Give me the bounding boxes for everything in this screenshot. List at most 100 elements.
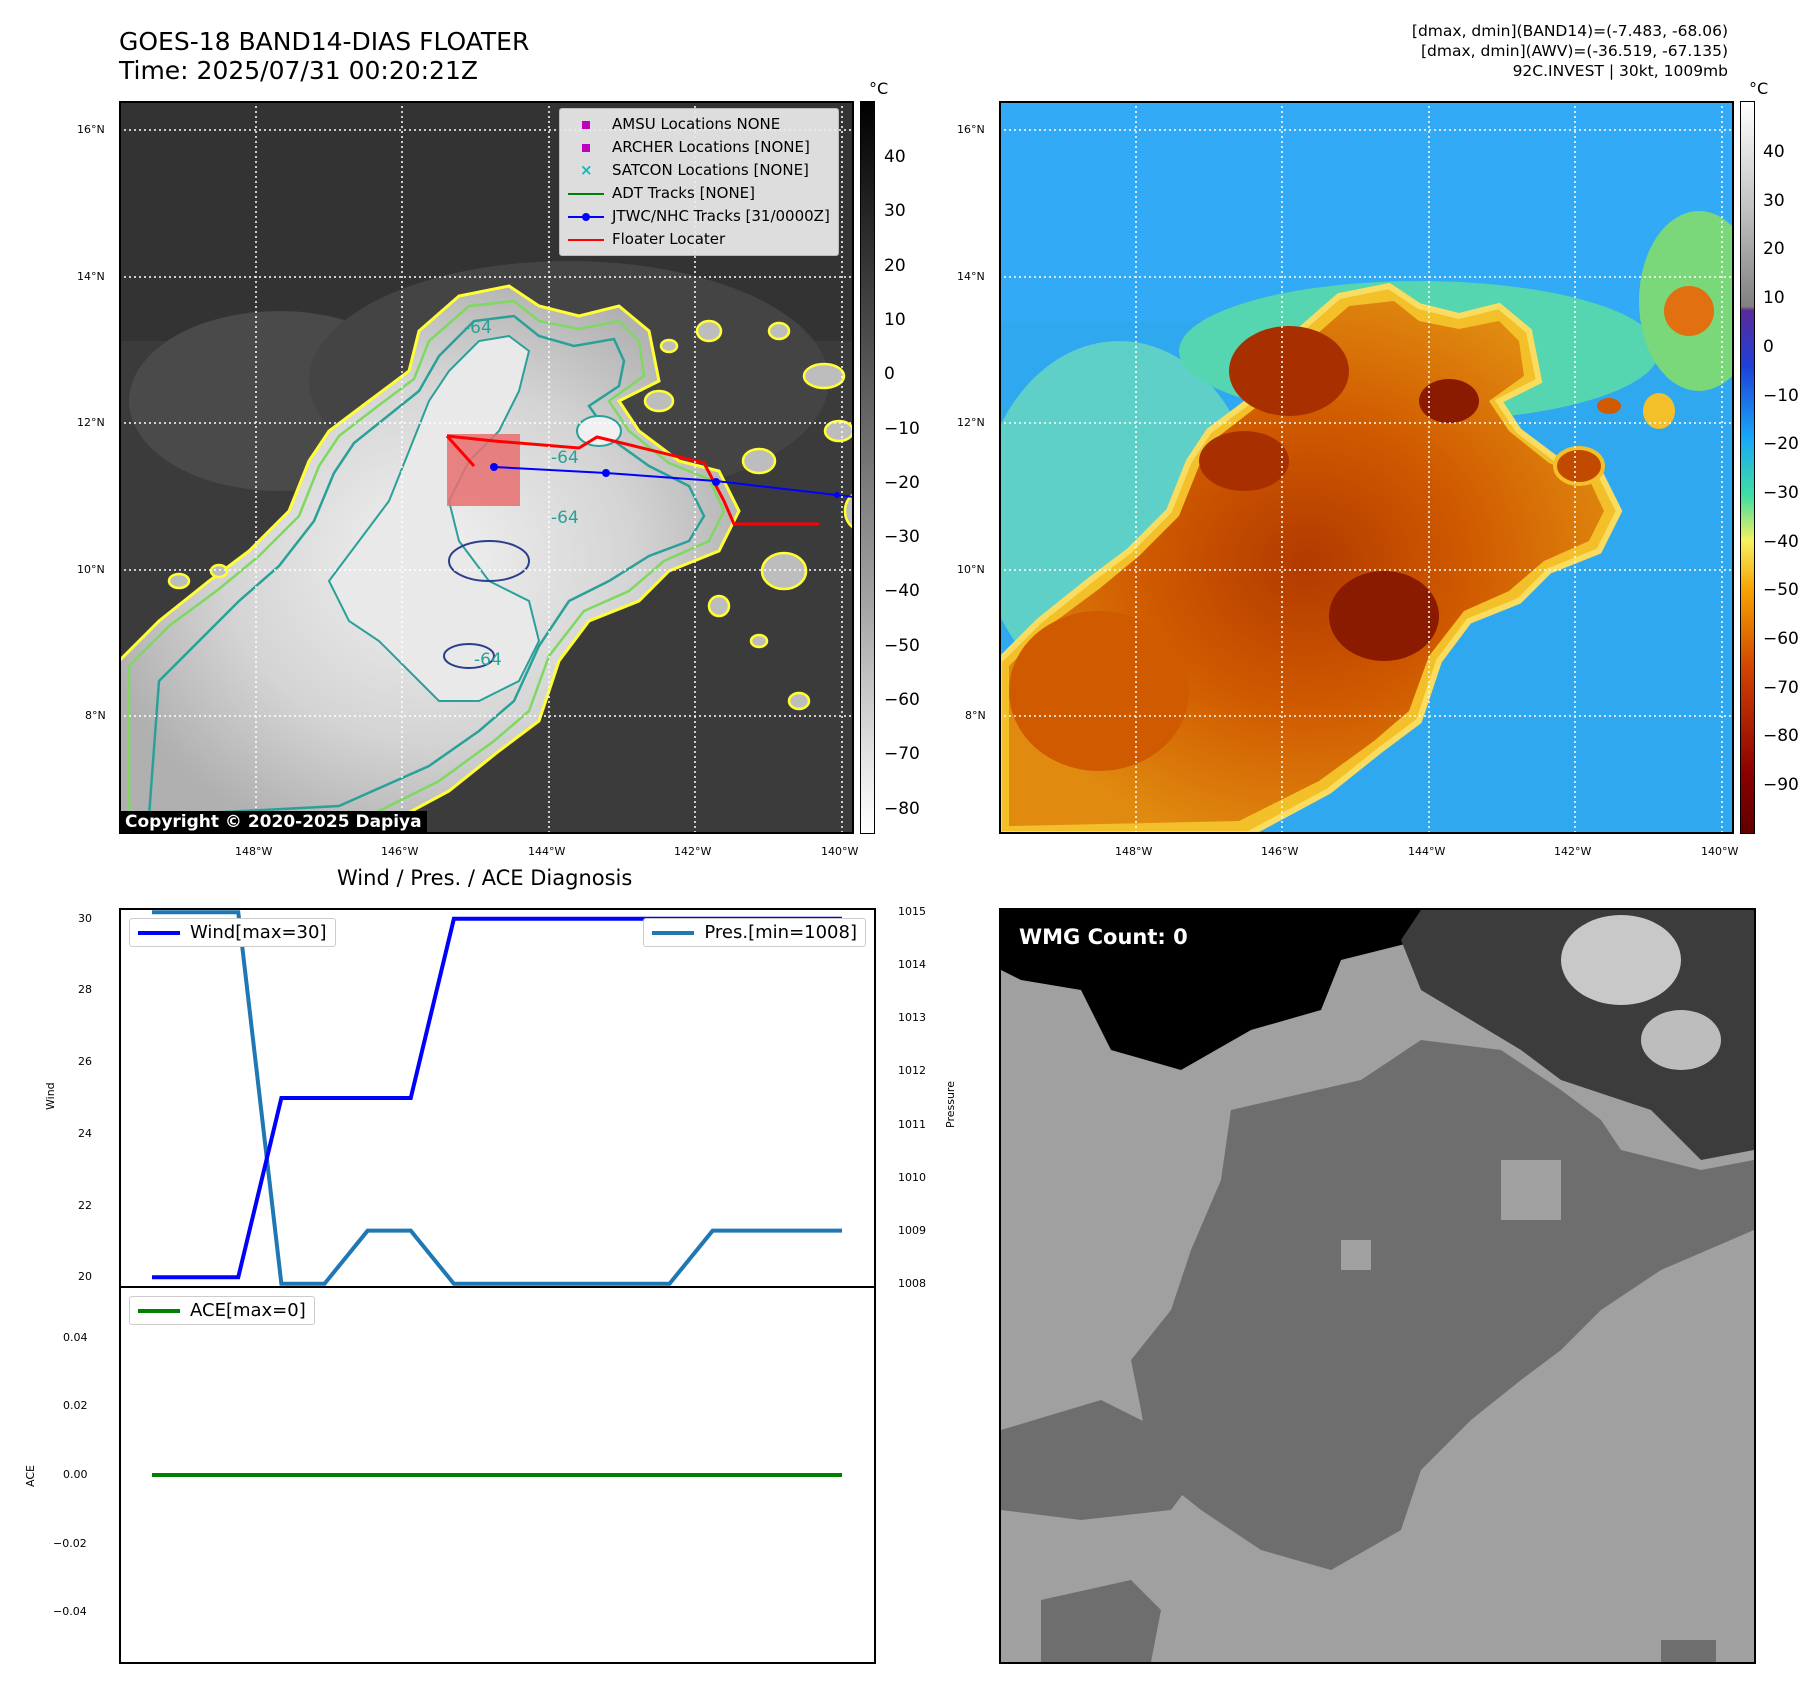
ace-svg <box>119 1286 876 1664</box>
pressure-tick: 1012 <box>898 1064 926 1078</box>
lat-tick: 12°N <box>957 416 985 429</box>
band14-map-panel: -64 -64 -64 -64 AMSU Locations NONE <box>119 101 854 834</box>
lat-tick: 10°N <box>77 563 105 576</box>
pressure-tick: 1011 <box>898 1117 926 1131</box>
wind-tick: 22 <box>78 1198 92 1212</box>
square-marker-icon <box>582 144 590 152</box>
legend-item-adt: ADT Tracks [NONE] <box>568 182 830 205</box>
lat-tick: 16°N <box>77 123 105 136</box>
pressure-axis-label: Pressure <box>944 1081 957 1128</box>
wmg-image <box>1001 910 1754 1662</box>
legend-item-satcon: × SATCON Locations [NONE] <box>568 159 830 182</box>
ace-legend-line <box>138 1308 180 1313</box>
colorbar-tick: 0 <box>1763 336 1774 357</box>
colorbar-tick: −80 <box>1763 726 1799 747</box>
legend-item-archer: ARCHER Locations [NONE] <box>568 136 830 159</box>
copyright-label: Copyright © 2020-2025 Dapiya <box>120 811 427 833</box>
wind-tick: 26 <box>78 1055 92 1069</box>
pressure-legend-line <box>652 930 695 935</box>
awv-map-image <box>999 101 1734 834</box>
colorbar-tick: −30 <box>1763 482 1799 503</box>
pressure-tick: 1014 <box>898 958 926 972</box>
lon-tick: 144°W <box>1408 845 1446 858</box>
info-band14: [dmax, dmin](BAND14)=(-7.483, -68.06) <box>1411 22 1728 40</box>
wind-pressure-svg <box>119 908 876 1288</box>
colorbar-tick: 40 <box>884 147 906 167</box>
lon-tick: 146°W <box>381 845 419 858</box>
map-legend: AMSU Locations NONE ARCHER Locations [NO… <box>559 108 839 256</box>
colorbar-tick: −70 <box>1763 677 1799 698</box>
contour-label: -64 <box>551 448 579 468</box>
pressure-legend: Pres.[min=1008] <box>643 918 866 947</box>
colorbar-tick: −60 <box>884 690 920 710</box>
colorbar-tick: −60 <box>1763 629 1799 649</box>
ace-axis-label: ACE <box>24 1465 37 1487</box>
ace-tick: −0.04 <box>53 1605 87 1619</box>
x-marker-icon: × <box>580 161 593 179</box>
pressure-series-line <box>152 910 842 1286</box>
lat-tick: 10°N <box>957 563 985 576</box>
pressure-tick: 1013 <box>898 1011 926 1025</box>
wmg-panel: WMG Count: 0 <box>999 908 1756 1664</box>
colorbar-tick: 10 <box>1763 288 1785 309</box>
lon-tick: 148°W <box>235 845 273 858</box>
lon-tick: 144°W <box>528 845 566 858</box>
lat-tick: 14°N <box>77 270 105 283</box>
colorbar-tick: 30 <box>1763 190 1785 211</box>
band14-colorbar <box>860 101 875 834</box>
ace-plot: ACE[max=0] <box>119 1286 876 1664</box>
contour-label: -64 <box>474 650 502 670</box>
colorbar-tick: −50 <box>1763 580 1799 601</box>
lat-tick: 12°N <box>77 416 105 429</box>
colorbar-tick: 10 <box>884 309 906 330</box>
pressure-tick: 1009 <box>898 1223 926 1237</box>
lon-tick: 140°W <box>821 845 859 858</box>
colorbar-tick: −90 <box>1763 775 1799 796</box>
colorbar-unit: °C <box>869 79 889 98</box>
square-marker-icon <box>582 121 590 129</box>
lon-tick: 140°W <box>1701 845 1739 858</box>
figure-title: GOES-18 BAND14-DIAS FLOATER <box>119 27 530 56</box>
info-storm: 92C.INVEST | 30kt, 1009mb <box>1512 62 1728 80</box>
wind-legend: Wind[max=30] <box>129 918 336 947</box>
colorbar-unit: °C <box>1749 79 1769 98</box>
wind-tick: 30 <box>78 911 92 925</box>
ace-tick: 0.04 <box>63 1330 88 1344</box>
info-awv: [dmax, dmin](AWV)=(-36.519, -67.135) <box>1421 42 1728 60</box>
legend-item-floater: Floater Locater <box>568 228 830 251</box>
contour-label: -64 <box>551 508 579 528</box>
lat-tick: 8°N <box>965 709 986 722</box>
ace-tick: 0.00 <box>63 1468 88 1481</box>
colorbar-tick: 40 <box>1763 142 1785 162</box>
colorbar-tick: −30 <box>884 527 920 548</box>
pressure-tick: 1015 <box>898 905 926 919</box>
wmg-count-label: WMG Count: 0 <box>1019 925 1188 949</box>
colorbar-tick: −40 <box>884 581 920 602</box>
colorbar-tick: −20 <box>1763 434 1799 455</box>
lat-tick: 16°N <box>957 123 985 136</box>
dot-marker-icon <box>582 213 590 221</box>
line-marker-icon <box>568 239 604 241</box>
colorbar-tick: 0 <box>884 364 895 385</box>
colorbar-tick: −20 <box>884 472 920 493</box>
colorbar-tick: 20 <box>884 255 906 276</box>
colorbar-tick: −70 <box>884 744 920 765</box>
ace-legend: ACE[max=0] <box>129 1296 315 1325</box>
colorbar-tick: −10 <box>884 418 920 439</box>
colorbar-tick: −10 <box>1763 385 1799 406</box>
pressure-tick: 1008 <box>898 1276 926 1290</box>
lon-tick: 142°W <box>1554 845 1592 858</box>
lat-tick: 8°N <box>85 709 106 722</box>
awv-colorbar <box>1740 101 1755 834</box>
diagnosis-title: Wind / Pres. / ACE Diagnosis <box>337 866 633 890</box>
ace-tick: 0.02 <box>63 1399 88 1413</box>
contour-label: -64 <box>464 318 492 338</box>
plot-frame <box>119 1286 876 1664</box>
legend-item-amsu: AMSU Locations NONE <box>568 113 830 136</box>
lon-tick: 148°W <box>1115 845 1153 858</box>
ace-tick: −0.02 <box>53 1536 87 1550</box>
wind-tick: 24 <box>78 1126 92 1140</box>
wind-pressure-plot: Wind[max=30] Pres.[min=1008] <box>119 908 876 1288</box>
wind-axis-label: Wind <box>44 1082 57 1110</box>
lon-tick: 146°W <box>1261 845 1299 858</box>
